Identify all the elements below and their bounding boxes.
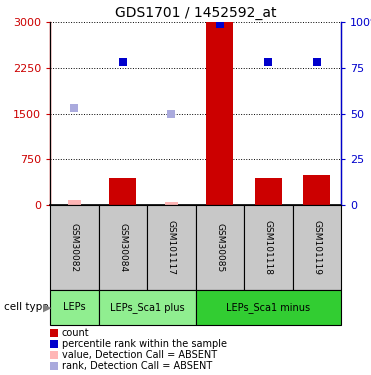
Bar — [196, 290, 341, 325]
Bar — [50, 205, 98, 290]
Text: value, Detection Call = ABSENT: value, Detection Call = ABSENT — [62, 350, 217, 360]
Text: ▶: ▶ — [43, 303, 51, 312]
Text: count: count — [62, 328, 90, 338]
Bar — [68, 200, 81, 205]
Bar — [255, 177, 282, 205]
Text: cell type: cell type — [4, 303, 48, 312]
Text: rank, Detection Call = ABSENT: rank, Detection Call = ABSENT — [62, 361, 212, 371]
Text: GSM30085: GSM30085 — [215, 223, 224, 272]
Bar — [147, 205, 196, 290]
Text: LEPs_Sca1 plus: LEPs_Sca1 plus — [110, 302, 184, 313]
Bar — [206, 22, 233, 205]
Text: GSM101117: GSM101117 — [167, 220, 176, 275]
Bar — [165, 202, 178, 205]
Bar — [50, 290, 98, 325]
Text: GSM30082: GSM30082 — [70, 223, 79, 272]
Bar — [292, 205, 341, 290]
Text: LEPs: LEPs — [63, 303, 86, 312]
Bar — [303, 174, 330, 205]
Text: GSM101118: GSM101118 — [264, 220, 273, 275]
Text: percentile rank within the sample: percentile rank within the sample — [62, 339, 227, 349]
Bar — [109, 177, 136, 205]
Bar — [244, 205, 292, 290]
Bar — [98, 290, 196, 325]
Bar — [98, 205, 147, 290]
Text: GSM30084: GSM30084 — [118, 223, 127, 272]
Title: GDS1701 / 1452592_at: GDS1701 / 1452592_at — [115, 6, 276, 20]
Text: GSM101119: GSM101119 — [312, 220, 321, 275]
Text: LEPs_Sca1 minus: LEPs_Sca1 minus — [226, 302, 310, 313]
Bar — [196, 205, 244, 290]
